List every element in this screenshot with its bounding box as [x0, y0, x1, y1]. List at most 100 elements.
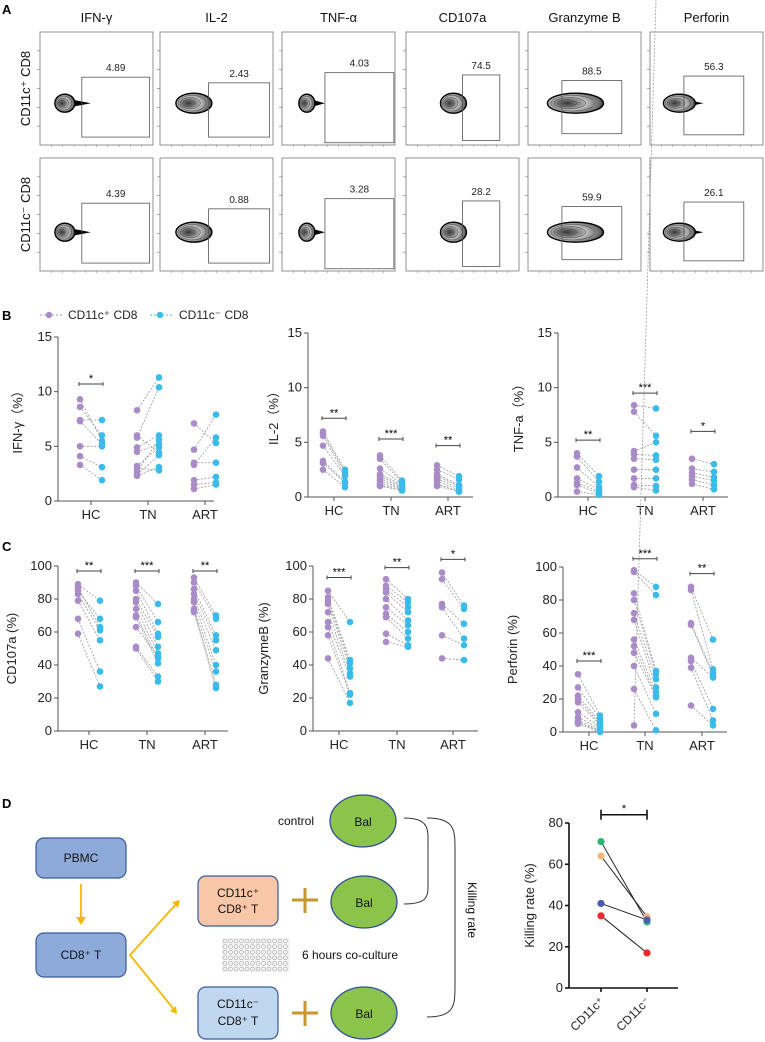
plate-well: [239, 944, 244, 949]
data-point-cd11c-neg: [155, 383, 163, 391]
flow-plot: 59.9: [525, 157, 642, 273]
plot-frame: [281, 31, 396, 146]
data-point-donor-red: [643, 949, 651, 957]
pair-line: [441, 658, 465, 661]
data-point-cd11c-neg: [460, 656, 468, 664]
data-point-cd11c-neg: [460, 620, 468, 628]
data-point-cd11c-neg: [98, 476, 106, 484]
pair-line: [633, 0, 657, 726]
pair-line: [633, 404, 657, 409]
data-point-cd11c-pos: [630, 685, 638, 693]
y-tick-label: 0: [300, 723, 307, 738]
plate-well: [233, 961, 239, 966]
legend-pos-label: CD11c⁺ CD8: [68, 308, 138, 322]
pair-line: [327, 600, 351, 664]
population-contour: [175, 92, 213, 114]
arrow-down-head-icon: [170, 1006, 177, 1014]
data-point-cd11c-neg: [404, 643, 412, 651]
y-tick-label: 0: [556, 980, 563, 995]
data-point-cd11c-neg: [155, 444, 163, 451]
pair-line: [136, 466, 160, 477]
data-point-cd11c-neg: [455, 488, 463, 495]
pair-line: [436, 475, 460, 487]
pair-line: [690, 705, 714, 726]
pair-line: [691, 468, 715, 473]
pair-line: [193, 588, 217, 636]
data-point-cd11c-pos: [433, 482, 441, 490]
panel-letter-b: B: [2, 308, 11, 323]
data-point-cd11c-neg: [341, 472, 349, 480]
workflow-diagram: PBMC CD8⁺ T CD11c⁺ CD8⁺ T CD11c⁻ CD8⁺ T …: [35, 794, 479, 1040]
gate: [561, 206, 623, 261]
data-point-cd11c-pos: [630, 636, 638, 643]
data-point-cd11c-neg: [346, 660, 354, 667]
y-tick-label: 10: [38, 384, 52, 399]
contour-ring: [301, 99, 308, 107]
data-point-cd11c-neg: [346, 618, 354, 626]
bal-cell-control: [329, 794, 397, 848]
significance-stars: *: [89, 373, 94, 385]
pair-line: [633, 458, 657, 461]
y-tick-label: 10: [288, 380, 302, 395]
pair-line: [79, 406, 103, 436]
significance-bracket: [134, 568, 160, 573]
data-point-cd11c-pos: [438, 655, 446, 662]
data-point-cd11c-neg: [98, 463, 106, 471]
data-point-cd11c-pos: [74, 630, 82, 637]
data-point-cd11c-pos: [324, 587, 332, 595]
x-tick-label: ART: [690, 503, 716, 518]
data-point-cd11c-pos: [574, 699, 582, 706]
x-tick-label: ART: [192, 737, 218, 752]
pair-line: [327, 621, 351, 677]
plot-frame: [39, 31, 154, 146]
x-tick-label: TN: [636, 738, 653, 753]
plate-well: [255, 949, 261, 955]
plate-well: [261, 938, 266, 944]
plate-well: [244, 966, 250, 972]
plate-well: [266, 944, 272, 949]
data-point-cd11c-pos: [324, 655, 332, 662]
pair-line: [322, 460, 346, 482]
pair-line: [633, 688, 657, 731]
plate-well: [277, 966, 283, 972]
pair-line: [327, 658, 351, 704]
data-point-cd11c-pos: [688, 455, 696, 463]
data-point-cd11c-pos: [190, 461, 198, 469]
data-point-cd11c-pos: [76, 452, 84, 460]
contour-ring: [668, 99, 681, 107]
data-point-cd11c-neg: [652, 439, 660, 446]
pair-line: [385, 592, 409, 613]
plate-well: [233, 966, 239, 972]
significance-stars: ***: [639, 382, 653, 394]
contour-ring: [665, 224, 691, 240]
plot-frame: [39, 157, 154, 272]
x-tick-label: HC: [580, 738, 599, 753]
contour-ring: [300, 97, 310, 109]
data-point-cd11c-pos: [573, 481, 581, 489]
significance-stars: ***: [385, 428, 399, 440]
x-tick-label: CD11c⁻: [613, 994, 653, 1034]
gate: [81, 76, 151, 138]
flow-plot: 28.2: [403, 157, 520, 273]
bal-cell-neg: [330, 986, 398, 1040]
pair-line: [135, 608, 159, 654]
x-tick-label: ART: [689, 738, 715, 753]
data-point-cd11c-pos: [190, 608, 198, 616]
pair-line: [633, 484, 657, 487]
plate-well: [272, 961, 277, 966]
data-point-cd11c-neg: [98, 443, 106, 450]
data-point-cd11c-pos: [190, 446, 198, 453]
pair-line: [385, 633, 409, 646]
plate-well: [233, 949, 239, 955]
data-point-cd11c-neg: [460, 641, 468, 649]
pair-line: [327, 590, 351, 623]
data-point-cd11c-neg: [652, 675, 660, 683]
plate-well: [239, 966, 244, 972]
plate-well: [261, 961, 266, 966]
flow-plot: 3.28: [279, 157, 396, 273]
data-point-cd11c-neg: [212, 684, 220, 692]
pair-line: [322, 435, 346, 476]
pair-line: [577, 721, 601, 732]
